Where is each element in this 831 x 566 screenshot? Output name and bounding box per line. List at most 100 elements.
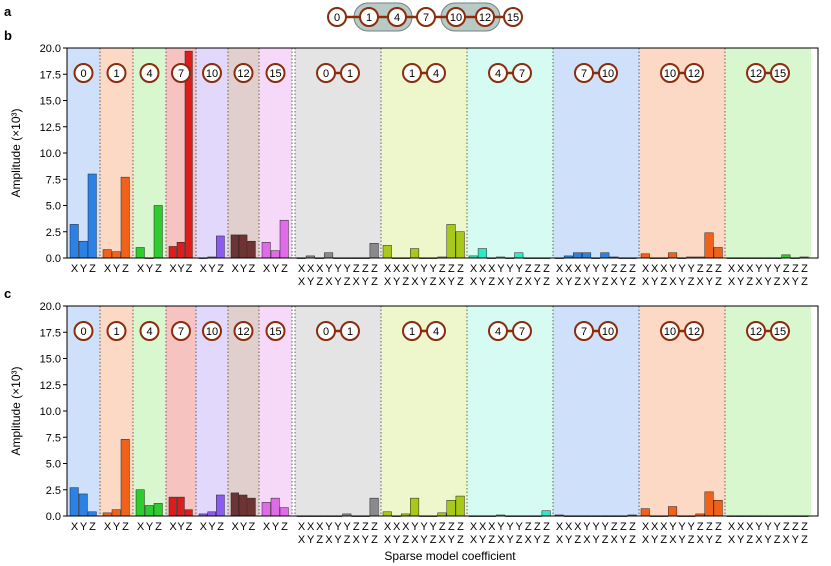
pair-tick-row1: Y	[764, 521, 772, 533]
pair-tick-row1: Y	[343, 263, 351, 275]
pair-tick-row2: Z	[516, 276, 523, 288]
pair-tick-row2: Y	[792, 276, 800, 288]
pair-tick-row2: X	[669, 276, 677, 288]
pair-tick-row1: X	[737, 521, 745, 533]
pair-tick-row2: Y	[479, 276, 487, 288]
pair-tick-row1: Y	[583, 521, 591, 533]
pair-tick-row1: X	[479, 263, 487, 275]
tick-label-Z: Z	[186, 263, 193, 275]
pair-tick-row2: Y	[620, 534, 628, 546]
pair-icon-12-15-node-a-label: 12	[750, 326, 762, 338]
pair-icon-12-15-node-b-label: 15	[774, 68, 786, 80]
tick-label-Y: Y	[208, 263, 216, 275]
bar-pair-0-1-ZZ	[369, 497, 379, 517]
pair-tick-row1: Y	[506, 263, 514, 275]
pair-tick-row2: X	[353, 534, 361, 546]
pair-icon-1-4-node-a-label: 1	[409, 68, 415, 80]
y-tick-label: 15.0	[40, 96, 61, 108]
pair-icon-10-12-node-a: 10	[660, 321, 680, 341]
single-icon-0-circle	[73, 63, 94, 83]
chain-node-10-circle	[446, 7, 466, 27]
panel-label-a: a	[4, 4, 12, 19]
bar-q12-Y	[239, 494, 248, 517]
pair-tick-row2: Z	[430, 534, 437, 546]
pair-tick-row2: Z	[488, 534, 495, 546]
pair-tick-row1: Y	[755, 521, 763, 533]
tick-label-Y: Y	[208, 521, 216, 533]
pair-icon-1-4-node-a: 1	[402, 63, 422, 83]
pair-tick-row2: X	[583, 534, 591, 546]
single-icon-10-label: 10	[206, 326, 218, 338]
pair-icon-1-4-node-b-circle	[426, 63, 446, 83]
single-icon-12-circle	[233, 63, 254, 83]
pair-tick-row2: Z	[402, 276, 409, 288]
pair-tick-row2: X	[411, 534, 419, 546]
pair-tick-row2: Z	[774, 276, 781, 288]
pair-tick-row2: Z	[488, 276, 495, 288]
pair-tick-row2: Z	[801, 534, 808, 546]
pair-group-bg	[639, 306, 725, 516]
single-icon-4-circle	[139, 321, 160, 341]
pair-icon-4-7-node-a-circle	[488, 63, 508, 83]
pair-tick-row2: Z	[574, 534, 581, 546]
pair-tick-row1: Z	[439, 521, 446, 533]
tick-label-Y: Y	[272, 263, 280, 275]
pair-tick-row1: Y	[592, 263, 600, 275]
pair-icon-12-15: 12 15	[746, 63, 790, 83]
tick-label-Z: Z	[281, 521, 288, 533]
pair-icon-4-7-node-a: 4	[488, 63, 508, 83]
tick-label-X: X	[200, 263, 208, 275]
bar-pair-1-4-ZY	[446, 224, 456, 259]
pair-tick-row1: Y	[334, 521, 342, 533]
bar-pair-10-12-XX	[640, 508, 650, 517]
pair-tick-row1: Z	[706, 521, 713, 533]
pair-tick-row1: X	[660, 521, 668, 533]
single-icon-7-circle	[171, 63, 191, 83]
single-icon-15-label: 15	[269, 68, 281, 80]
pair-tick-row1: Z	[620, 263, 627, 275]
single-icon-15-label: 15	[269, 326, 281, 338]
single-icon-1: 1	[106, 63, 127, 83]
pair-tick-row2: Y	[307, 276, 315, 288]
pair-tick-row1: Z	[611, 263, 618, 275]
pair-tick-row1: Z	[783, 521, 790, 533]
pair-tick-row2: X	[525, 276, 533, 288]
pair-icon-1-4-node-a-circle	[402, 321, 422, 341]
single-icon-4-label: 4	[146, 326, 152, 338]
pair-tick-row2: X	[439, 534, 447, 546]
pair-group-bg	[639, 48, 725, 258]
y-tick-label: 20.0	[40, 301, 61, 313]
pair-tick-row1: Z	[783, 263, 790, 275]
pair-tick-row2: Y	[592, 534, 600, 546]
pair-tick-row2: X	[697, 534, 705, 546]
tick-label-Z: Z	[89, 263, 96, 275]
bar-q0-X	[69, 224, 79, 259]
tick-label-X: X	[71, 521, 79, 533]
pair-tick-row1: X	[737, 263, 745, 275]
pair-tick-row1: Z	[448, 521, 455, 533]
single-icon-15: 15	[265, 63, 286, 83]
bar-pair-7-10-XZ	[572, 252, 582, 259]
pair-tick-row2: Z	[344, 276, 351, 288]
bar-q15-Z	[279, 219, 289, 259]
pair-tick-row2: Y	[393, 534, 401, 546]
bar-pair-10-12-YX	[668, 252, 678, 259]
pair-tick-row2: Y	[448, 276, 456, 288]
pair-icon-7-10-node-a: 7	[574, 321, 594, 341]
pair-tick-row2: Z	[629, 276, 636, 288]
y-tick-label: 17.5	[40, 327, 61, 339]
pair-icon-12-15-node-b-label: 15	[774, 326, 786, 338]
pair-tick-row1: X	[660, 263, 668, 275]
bar-pair-10-12-XX	[640, 253, 650, 259]
pair-group-bg	[725, 306, 811, 516]
pair-tick-row1: Y	[325, 521, 333, 533]
pair-tick-row1: Y	[343, 521, 351, 533]
bar-pair-10-12-ZY	[704, 232, 714, 259]
pair-icon-4-7-node-a-label: 4	[495, 326, 501, 338]
single-icon-10: 10	[202, 63, 222, 83]
pair-tick-row2: Y	[792, 534, 800, 546]
bar-pair-4-7-ZZ	[541, 510, 551, 517]
pair-tick-row1: Z	[611, 521, 618, 533]
pair-tick-row1: Y	[773, 521, 781, 533]
